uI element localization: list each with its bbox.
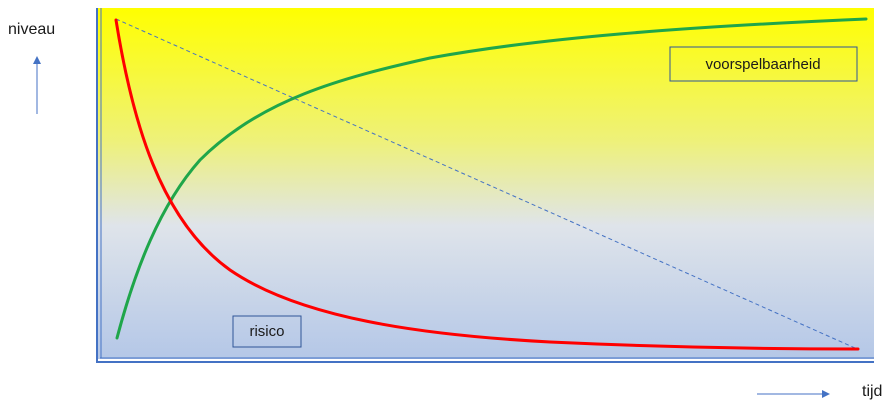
x-axis-arrow-head [822,390,830,398]
x-axis-label: tijd [862,383,882,400]
trend-line [115,18,856,349]
predictability-label: voorspelbaarheid [705,56,820,73]
risk-curve [114,18,860,351]
y-axis-arrow-head [33,56,41,64]
risk-label-box [232,315,302,348]
risk-label: risico [249,323,284,340]
plot-background [96,8,874,359]
predictability-label-box [669,46,858,82]
y-axis-label: niveau [8,21,55,38]
predictability-curve [115,17,868,340]
